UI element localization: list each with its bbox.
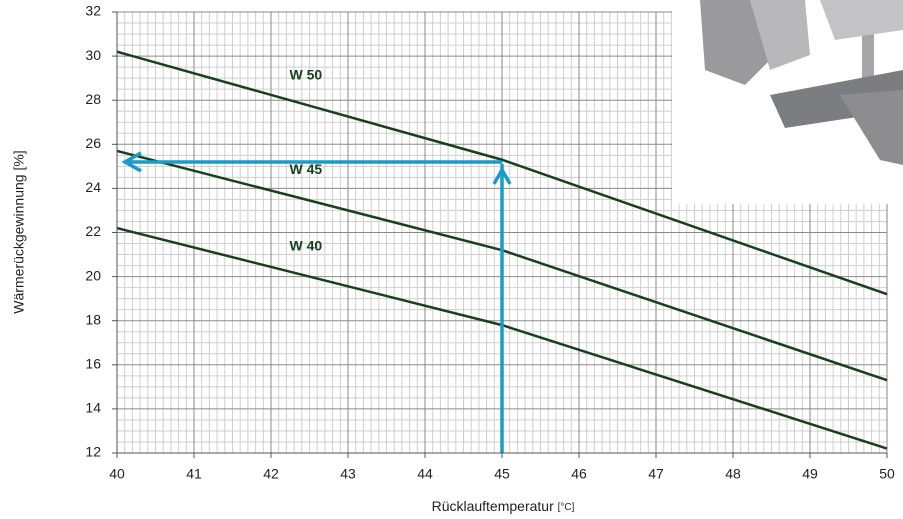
machine-image <box>672 0 903 204</box>
x-tick-label: 45 <box>494 466 510 482</box>
x-tick-label: 46 <box>571 466 587 482</box>
y-tick-label: 20 <box>85 267 101 283</box>
x-tick-label: 43 <box>340 466 356 482</box>
series-label: W 40 <box>290 237 323 253</box>
x-tick-label: 42 <box>263 466 279 482</box>
x-tick-label: 41 <box>186 466 202 482</box>
x-tick-label: 49 <box>802 466 818 482</box>
x-tick-label: 40 <box>109 466 125 482</box>
chart: W 50W 45W 40 404142434445464748495012141… <box>0 0 903 519</box>
y-tick-label: 22 <box>85 223 101 239</box>
y-tick-label: 14 <box>85 400 101 416</box>
y-tick-label: 30 <box>85 47 101 63</box>
x-label: Rücklauftemperatur <box>432 498 555 514</box>
y-tick-label: 12 <box>85 444 101 460</box>
y-tick-label: 24 <box>85 179 101 195</box>
series-label: W 50 <box>290 66 323 82</box>
y-tick-label: 32 <box>85 3 101 19</box>
y-tick-label: 26 <box>85 135 101 151</box>
x-axis-title: Rücklauftemperatur [°C] <box>432 498 575 514</box>
y-axis-title: Wärmerückgewinnung [%] <box>11 150 27 313</box>
y-tick-label: 28 <box>85 91 101 107</box>
x-tick-label: 48 <box>725 466 741 482</box>
y-tick-label: 18 <box>85 311 101 327</box>
x-unit: [°C] <box>558 502 575 513</box>
x-tick-label: 50 <box>879 466 895 482</box>
y-tick-label: 16 <box>85 356 101 372</box>
x-tick-label: 44 <box>417 466 433 482</box>
x-tick-label: 47 <box>648 466 664 482</box>
